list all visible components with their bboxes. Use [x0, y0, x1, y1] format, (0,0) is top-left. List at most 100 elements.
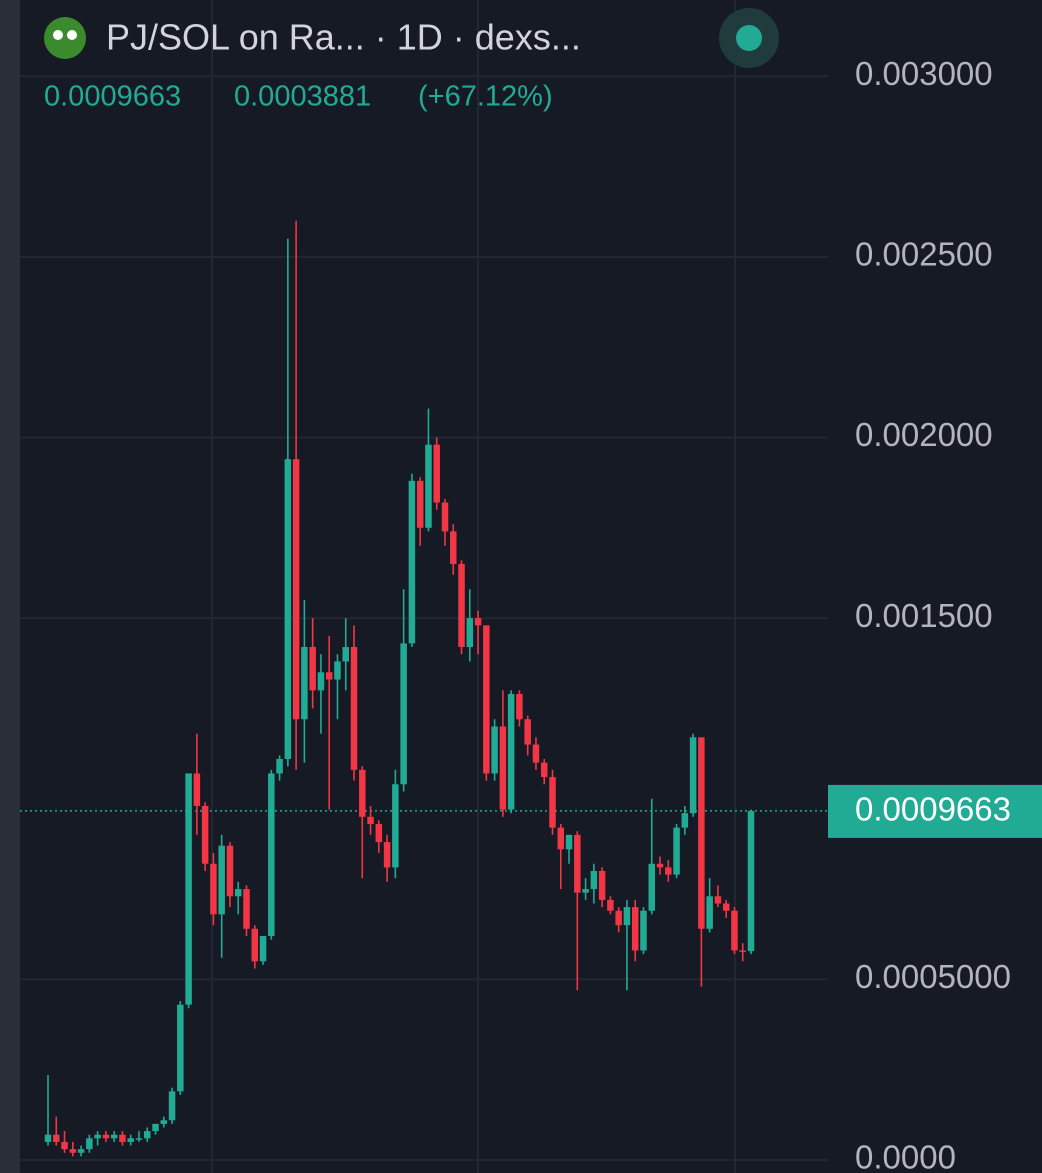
candle-body: [383, 842, 391, 868]
candle-body: [615, 910, 622, 926]
y-tick-label: 0.001500: [855, 597, 993, 634]
candle-body: [623, 907, 631, 926]
candle-body: [259, 936, 267, 962]
candle-body: [656, 863, 664, 868]
candle-body: [516, 693, 523, 720]
candle-body: [416, 480, 424, 528]
status-dot: [736, 25, 762, 51]
candle-body: [177, 1004, 184, 1092]
candle-body: [61, 1141, 68, 1150]
candle-body: [557, 827, 565, 850]
candle-body: [607, 899, 614, 911]
candle-body: [731, 910, 738, 951]
candle-body: [185, 773, 192, 1005]
candle-body: [698, 737, 705, 929]
candle-body: [143, 1131, 151, 1139]
candle-body: [69, 1149, 77, 1153]
candle-body: [565, 834, 573, 850]
candle-body: [276, 759, 283, 774]
candle-body: [739, 950, 746, 952]
candle-body: [325, 672, 333, 680]
y-tick-label: 0.0000: [855, 1139, 956, 1173]
candle-body: [681, 813, 689, 828]
legend-change: 0.0003881: [234, 81, 371, 113]
token-logo: [44, 17, 86, 59]
candle-body: [433, 444, 440, 503]
candle-body: [466, 618, 474, 648]
candle-body: [640, 910, 647, 951]
candle-body: [284, 459, 292, 759]
y-tick-label: 0.0005000: [855, 958, 1011, 995]
candle-body: [747, 810, 755, 952]
candle-body: [234, 889, 242, 897]
candle-body: [665, 867, 672, 875]
candle-body: [119, 1134, 126, 1142]
candle-body: [631, 907, 639, 951]
candle-body: [350, 647, 358, 770]
candle-body: [53, 1134, 60, 1142]
chart-title: PJ/SOL on Ra... · 1D · dexs...: [106, 17, 581, 58]
price-label-box: [828, 784, 1042, 838]
candle-body: [598, 870, 606, 900]
grid: [20, 0, 828, 1173]
candle-body: [549, 777, 556, 828]
candle-body: [218, 845, 225, 915]
candle-body: [160, 1120, 168, 1124]
candle-body: [309, 647, 316, 691]
y-tick-label: 0.002500: [855, 236, 993, 273]
candle-body: [367, 816, 374, 825]
legend-last: 0.0009663: [44, 81, 181, 113]
candle-body: [301, 647, 308, 720]
candle-body: [425, 444, 432, 528]
candle-body: [574, 834, 581, 893]
y-tick-label: 0.002000: [855, 416, 993, 453]
y-tick-label: 0.003000: [855, 55, 993, 92]
candle-body: [359, 769, 366, 817]
candle-body: [135, 1138, 143, 1140]
candle-body: [102, 1134, 110, 1139]
candle-body: [524, 719, 531, 745]
candle-body: [648, 863, 656, 911]
candle-body: [458, 563, 465, 648]
legend-change-percent: (+67.12%): [418, 81, 553, 113]
candle-body: [441, 502, 449, 532]
candle-body: [268, 773, 275, 937]
candle-body: [532, 744, 540, 763]
left-strip: [0, 0, 20, 1173]
candle-body: [392, 784, 399, 868]
candle-body: [86, 1138, 93, 1150]
candle-body: [243, 889, 250, 929]
candle-body: [210, 863, 217, 915]
candle-body: [507, 693, 515, 810]
candle-body: [450, 531, 457, 564]
candle-body: [317, 672, 325, 691]
token-logo-eye: [53, 30, 63, 40]
candle-body: [201, 805, 209, 864]
candle-body: [292, 459, 300, 720]
candle-body: [342, 647, 349, 662]
candle-body: [94, 1134, 101, 1139]
candle-body: [499, 726, 507, 810]
candle-body: [44, 1134, 52, 1142]
candle-body: [193, 773, 201, 806]
candle-body: [127, 1138, 134, 1142]
candle-body: [226, 845, 234, 897]
candle-body: [77, 1149, 85, 1153]
candle-body: [251, 928, 259, 962]
candle-body: [590, 870, 598, 890]
candle-body: [483, 625, 490, 774]
price-label: 0.0009663: [855, 791, 1011, 828]
candle-body: [375, 824, 383, 843]
candles: [44, 220, 755, 1157]
token-logo-eye: [67, 30, 77, 40]
candle-body: [110, 1134, 118, 1139]
candle-body: [706, 896, 713, 929]
candle-body: [714, 896, 722, 904]
candle-body: [152, 1123, 159, 1132]
candle-body: [491, 726, 498, 774]
candle-body: [540, 762, 548, 778]
candle-body: [673, 827, 680, 875]
